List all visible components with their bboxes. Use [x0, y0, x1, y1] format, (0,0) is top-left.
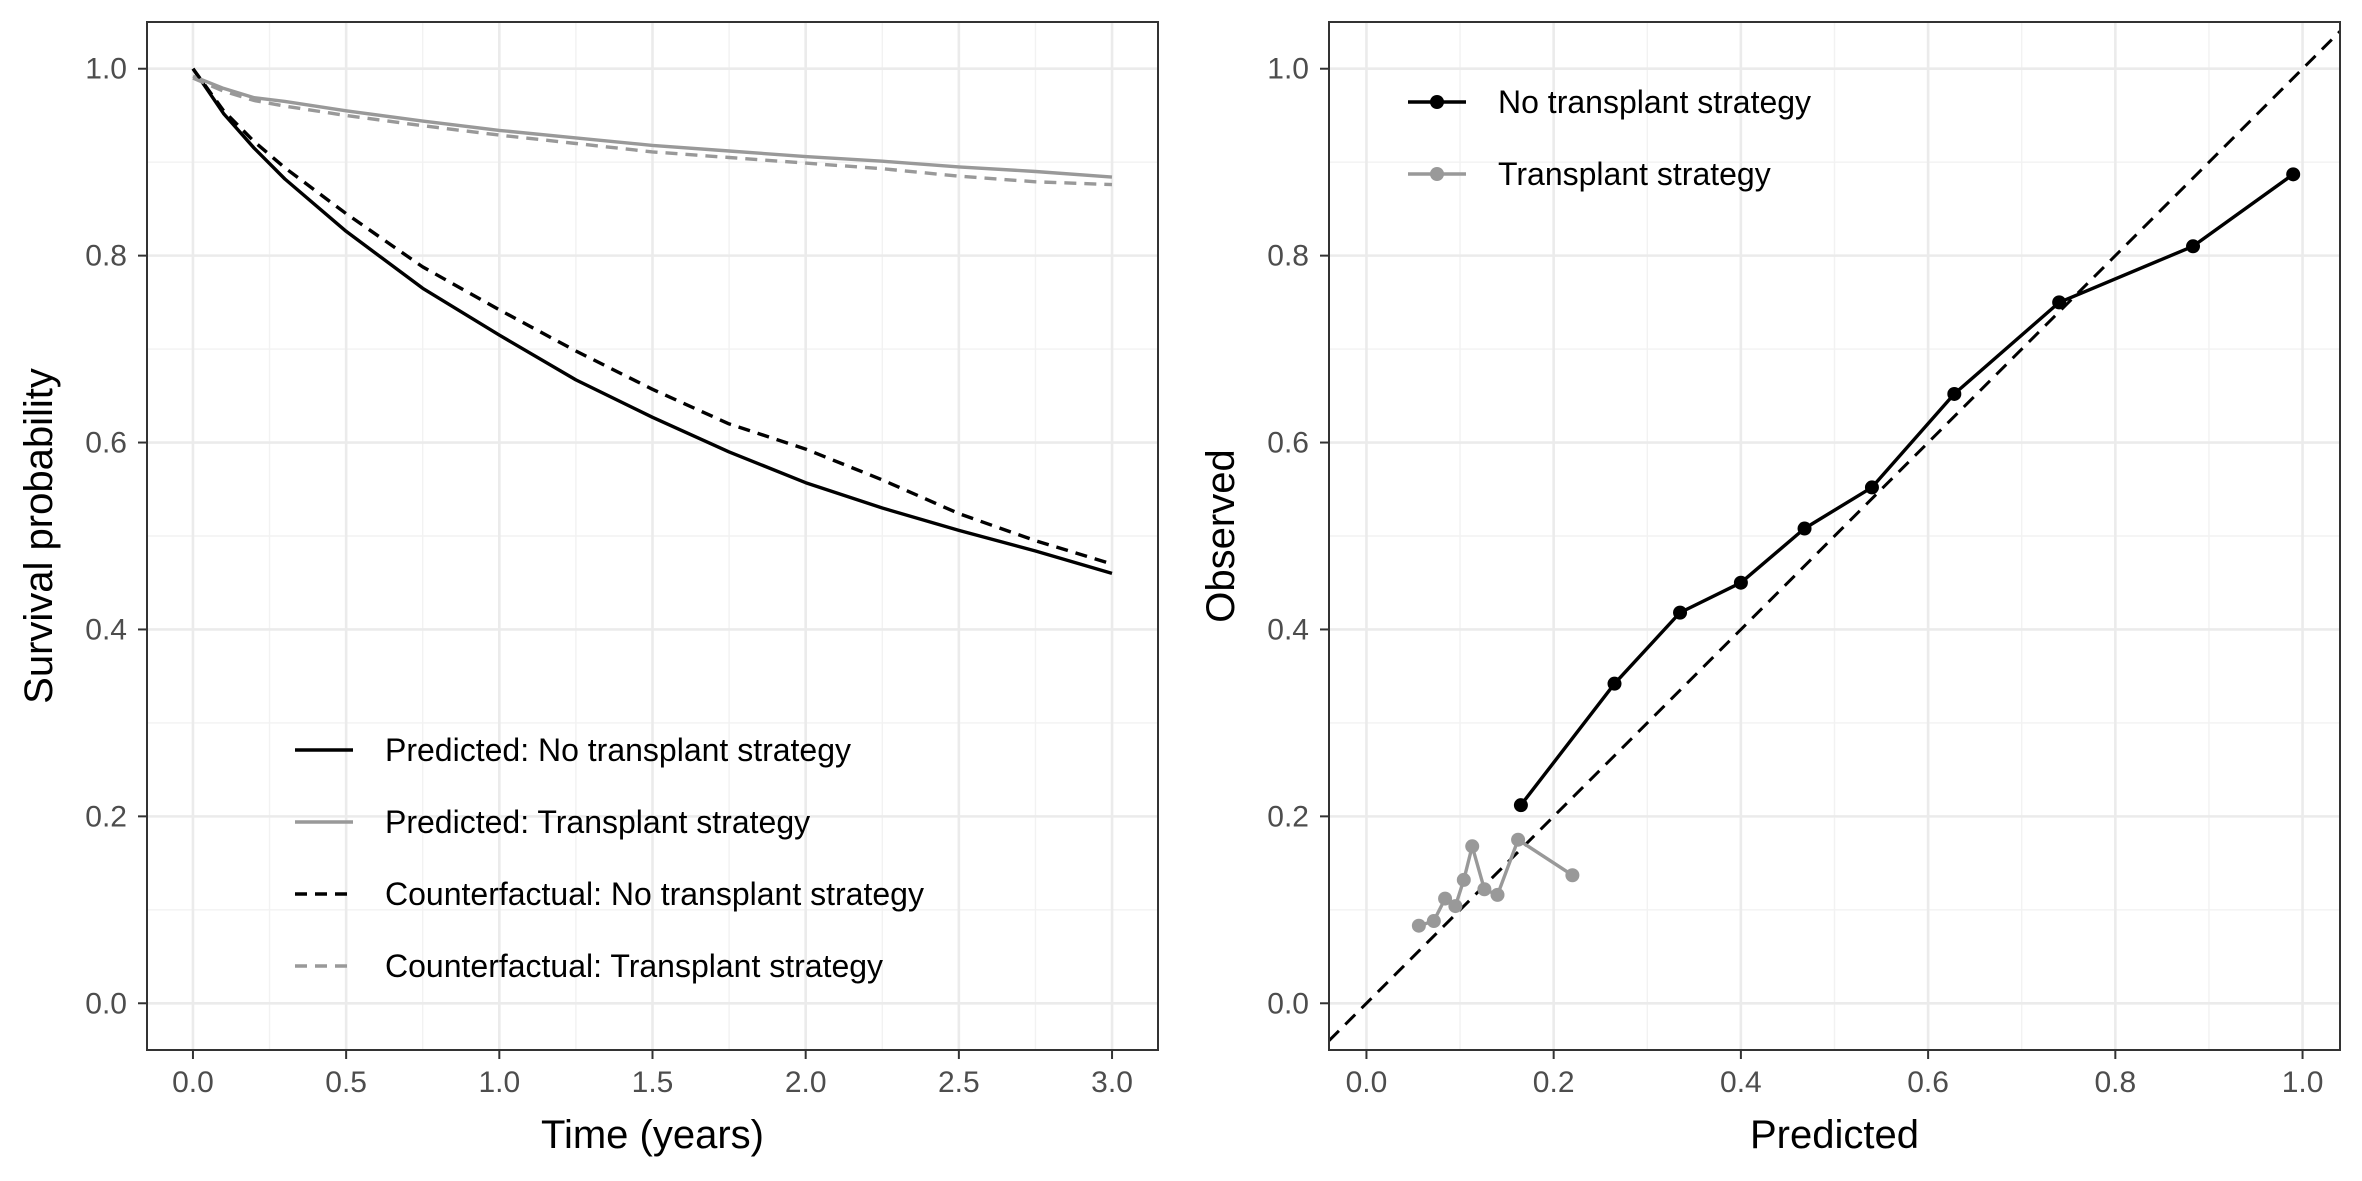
y-tick-label: 0.0: [85, 987, 127, 1020]
y-tick-label: 0.4: [85, 613, 127, 646]
x-tick-label: 1.0: [478, 1066, 520, 1099]
y-tick-label: 1.0: [85, 53, 127, 86]
legend-label: Transplant strategy: [1498, 156, 1771, 192]
series-line-survival-1: [192, 74, 1113, 179]
data-point: [1477, 882, 1492, 897]
x-tick-label: 0.8: [2094, 1066, 2136, 1099]
data-point: [1513, 798, 1528, 813]
x-tick-label: 0.6: [1907, 1066, 1949, 1099]
y-tick-label: 0.6: [1267, 427, 1309, 460]
y-tick-label: 0.4: [1267, 613, 1309, 646]
data-point: [1448, 899, 1463, 914]
x-tick-label: 3.0: [1091, 1066, 1133, 1099]
y-axis-title: Survival probability: [17, 368, 61, 704]
data-point: [1797, 521, 1812, 536]
plot-area: [191, 67, 1113, 576]
legend-label: Predicted: No transplant strategy: [385, 732, 851, 768]
y-tick-label: 0.2: [1267, 800, 1309, 833]
data-point: [2052, 295, 2067, 310]
legend-key-marker: [1430, 95, 1444, 109]
x-tick-label: 0.4: [1720, 1066, 1762, 1099]
legend-label: Predicted: Transplant strategy: [385, 804, 810, 840]
y-axis-title: Observed: [1199, 449, 1243, 622]
data-point: [1864, 480, 1879, 495]
data-point: [1733, 575, 1748, 590]
data-point: [1511, 832, 1526, 847]
y-tick-label: 0.8: [85, 240, 127, 273]
legend-key-marker: [1430, 167, 1444, 181]
x-tick-label: 0.0: [1346, 1066, 1388, 1099]
panel-border: [1328, 21, 2341, 1051]
data-point: [2186, 239, 2201, 254]
data-point: [2286, 167, 2301, 182]
data-point: [1411, 918, 1426, 933]
x-tick-label: 1.0: [2282, 1066, 2324, 1099]
x-tick-label: 2.0: [785, 1066, 827, 1099]
x-tick-label: 0.2: [1533, 1066, 1575, 1099]
y-tick-label: 0.2: [85, 800, 127, 833]
x-axis-title: Time (years): [541, 1113, 764, 1157]
legend: Predicted: No transplant strategy Predict…: [295, 732, 924, 984]
data-point: [1565, 868, 1580, 883]
legend: No transplant strategy Transplant strateg…: [1408, 84, 1811, 192]
x-axis-title: Predicted: [1750, 1113, 1919, 1157]
legend-label: Counterfactual: No transplant strategy: [385, 876, 924, 912]
y-tick-label: 0.6: [85, 427, 127, 460]
data-point: [1465, 839, 1480, 854]
survival-panel: 0.0 0.5 1.0 1.5 2.0 2.5 3.0 0.0 0.2 0.4 0.6 0.8 1.0 T…: [17, 21, 1159, 1157]
series-line-calibration-1: [1418, 838, 1574, 928]
legend-label: Counterfactual: Transplant strategy: [385, 948, 883, 984]
series-line-survival-0: [191, 67, 1113, 576]
x-tick-label: 2.5: [938, 1066, 980, 1099]
plot-area: [1329, 30, 2340, 1042]
x-tick-label: 0.5: [325, 1066, 367, 1099]
data-point: [1490, 887, 1505, 902]
y-tick-label: 0.0: [1267, 987, 1309, 1020]
reference-diagonal-line: [1329, 30, 2340, 1042]
data-point: [1456, 872, 1471, 887]
y-tick-label: 0.8: [1267, 240, 1309, 273]
calibration-panel: 0.0 0.2 0.4 0.6 0.8 1.0 0.0 0.2 0.4 0.6 0.8 1.0 Pred…: [1199, 21, 2341, 1157]
data-point: [1426, 914, 1441, 929]
data-point: [1438, 891, 1453, 906]
series-line-calibration-0: [1519, 172, 2295, 807]
series-line-survival-3: [192, 76, 1113, 187]
x-tick-label: 1.5: [632, 1066, 674, 1099]
data-point: [1607, 676, 1622, 691]
series-line-survival-2: [191, 67, 1113, 566]
data-point: [1673, 605, 1688, 620]
y-tick-label: 1.0: [1267, 53, 1309, 86]
x-tick-label: 0.0: [172, 1066, 214, 1099]
legend-label: No transplant strategy: [1498, 84, 1811, 120]
data-point: [1947, 386, 1962, 401]
